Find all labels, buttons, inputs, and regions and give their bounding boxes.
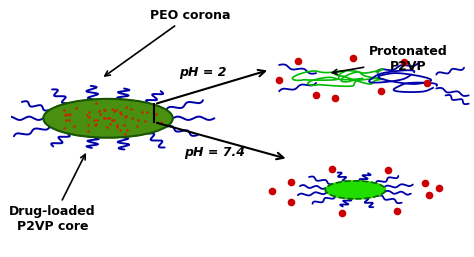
Text: pH = 2: pH = 2 xyxy=(179,66,227,79)
Text: pH = 7.4: pH = 7.4 xyxy=(184,146,245,159)
Ellipse shape xyxy=(325,181,385,199)
Text: Protonated
P2VP: Protonated P2VP xyxy=(332,45,448,74)
Text: Drug-loaded
P2VP core: Drug-loaded P2VP core xyxy=(9,154,96,233)
Text: PEO corona: PEO corona xyxy=(105,8,230,76)
Ellipse shape xyxy=(43,99,173,138)
